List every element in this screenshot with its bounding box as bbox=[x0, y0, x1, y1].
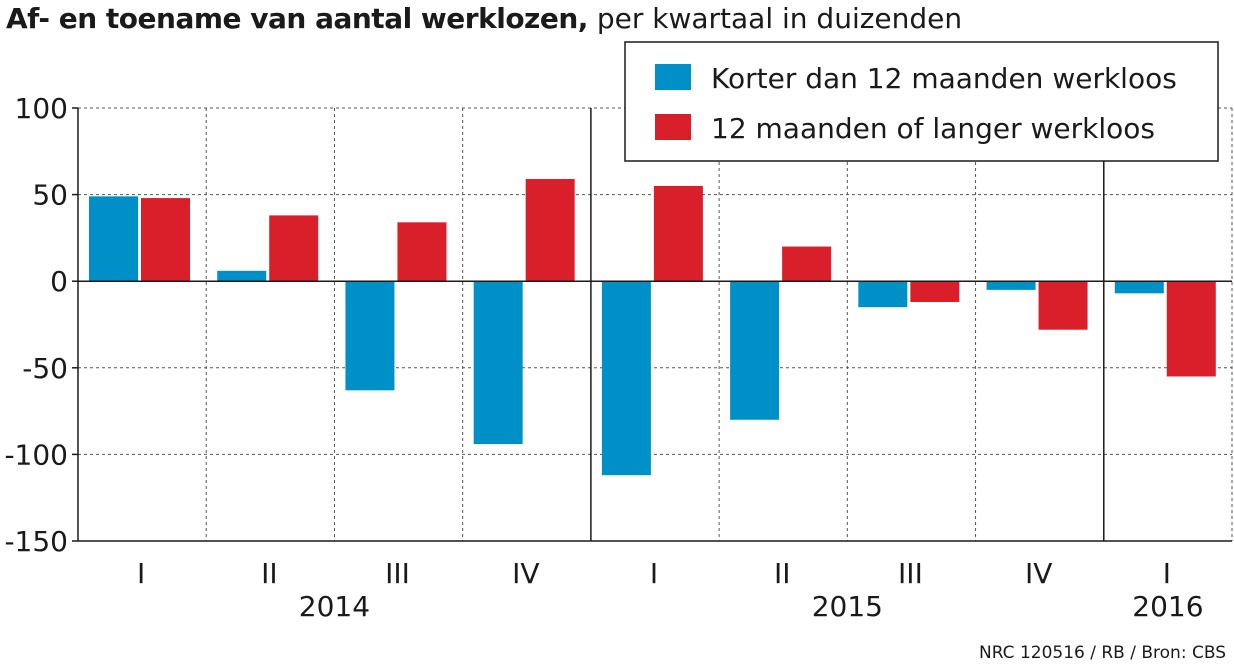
bar-langer bbox=[269, 215, 319, 282]
x-tick-label: I bbox=[137, 557, 145, 590]
y-tick-label: 0 bbox=[50, 265, 68, 298]
legend-swatch bbox=[655, 64, 691, 90]
x-tick-label: II bbox=[261, 557, 278, 590]
y-tick-label: 100 bbox=[15, 92, 68, 125]
legend: Korter dan 12 maanden werkloos 12 maanden… bbox=[624, 41, 1219, 162]
chart-title: Af- en toename van aantal werklozen, per… bbox=[6, 2, 962, 35]
bars bbox=[89, 179, 1216, 476]
y-tick-label: -50 bbox=[22, 352, 68, 385]
x-tick-label: IV bbox=[512, 557, 539, 590]
y-tick-label: -150 bbox=[4, 525, 68, 558]
x-tick-label: IV bbox=[1025, 557, 1052, 590]
bar-langer bbox=[910, 281, 960, 302]
axes bbox=[72, 107, 1232, 542]
x-tick-label: III bbox=[385, 557, 410, 590]
source-credit: NRC 120516 / RB / Bron: CBS bbox=[978, 643, 1226, 663]
bar-korter bbox=[730, 281, 780, 420]
year-label: 2014 bbox=[299, 590, 370, 623]
title-subtitle: per kwartaal in duizenden bbox=[596, 2, 963, 35]
bar-langer bbox=[1038, 281, 1088, 330]
x-tick-label: II bbox=[774, 557, 791, 590]
bar-langer bbox=[397, 222, 447, 282]
title-bold: Af- en toename van aantal werklozen, bbox=[6, 2, 588, 35]
bar-langer bbox=[1166, 281, 1216, 377]
x-tick-label: III bbox=[898, 557, 923, 590]
bar-langer bbox=[141, 198, 190, 282]
bar-langer bbox=[653, 185, 703, 282]
year-label: 2016 bbox=[1132, 590, 1203, 623]
legend-swatch bbox=[655, 114, 691, 140]
y-tick-label: -100 bbox=[4, 438, 68, 471]
bar-korter bbox=[1114, 281, 1164, 294]
bar-korter bbox=[345, 281, 395, 391]
legend-label: 12 maanden of langer werkloos bbox=[711, 112, 1155, 145]
bar-langer bbox=[525, 179, 575, 282]
bar-korter bbox=[986, 281, 1036, 290]
bar-korter bbox=[217, 270, 267, 282]
y-tick-label: 50 bbox=[32, 179, 68, 212]
x-tick-label: I bbox=[650, 557, 658, 590]
bar-korter bbox=[858, 281, 908, 308]
bar-korter bbox=[89, 196, 138, 282]
year-label: 2015 bbox=[812, 590, 883, 623]
bar-korter bbox=[473, 281, 523, 445]
legend-label: Korter dan 12 maanden werkloos bbox=[711, 62, 1177, 95]
bar-langer bbox=[782, 246, 832, 282]
legend-box bbox=[624, 41, 1219, 162]
bar-korter bbox=[601, 281, 651, 476]
x-tick-label: I bbox=[1163, 557, 1171, 590]
